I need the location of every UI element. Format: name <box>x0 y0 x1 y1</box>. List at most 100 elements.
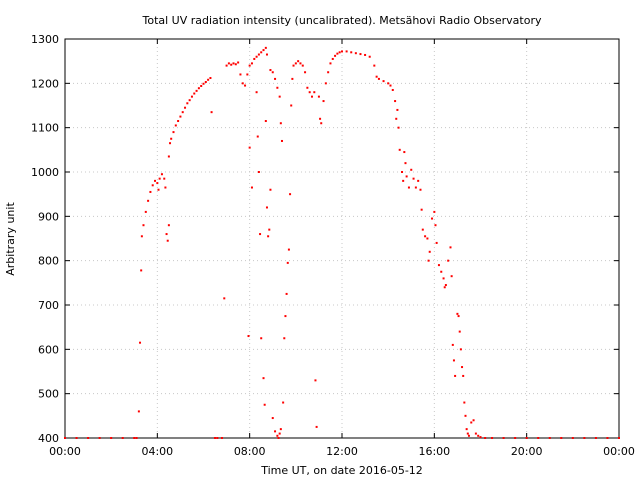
data-point <box>177 120 180 123</box>
data-point <box>442 277 445 280</box>
data-point <box>204 81 207 84</box>
data-point <box>250 62 253 65</box>
data-point <box>420 208 423 211</box>
data-point <box>139 341 142 344</box>
data-point <box>246 73 249 76</box>
data-point <box>397 126 400 129</box>
data-point <box>147 199 150 202</box>
data-point <box>285 292 288 295</box>
data-point <box>297 60 300 63</box>
data-point <box>431 217 434 220</box>
data-point <box>167 155 170 158</box>
data-point <box>452 359 455 362</box>
data-point <box>402 179 405 182</box>
data-point <box>170 137 173 140</box>
data-point <box>274 430 277 433</box>
data-point <box>276 434 279 437</box>
data-point <box>253 57 256 60</box>
data-point <box>319 117 322 120</box>
data-point <box>154 179 157 182</box>
data-point <box>166 239 169 242</box>
data-point <box>260 51 263 54</box>
data-point <box>395 117 398 120</box>
data-point <box>410 168 413 171</box>
data-point <box>359 53 362 56</box>
data-point <box>403 151 406 154</box>
data-point <box>188 99 191 102</box>
data-point <box>364 53 367 56</box>
data-point <box>291 77 294 80</box>
data-point <box>502 437 505 439</box>
y-tick-label: 600 <box>38 343 59 356</box>
data-point <box>443 286 446 289</box>
data-point <box>314 379 317 382</box>
data-point <box>255 91 258 94</box>
data-point <box>255 55 258 58</box>
data-point <box>338 51 341 54</box>
data-point <box>373 64 376 67</box>
data-point <box>398 148 401 151</box>
data-point <box>193 92 196 95</box>
data-point <box>210 111 213 114</box>
data-point <box>223 297 226 300</box>
data-point <box>267 235 270 238</box>
data-point <box>257 53 260 56</box>
chart-title: Total UV radiation intensity (uncalibrat… <box>142 14 542 27</box>
data-point <box>401 171 404 173</box>
data-point <box>144 210 147 213</box>
data-point <box>282 401 285 404</box>
y-tick-label: 700 <box>38 299 59 312</box>
x-tick-label: 00:00 <box>49 445 81 458</box>
x-tick-label: 00:00 <box>603 445 635 458</box>
data-point <box>464 414 467 417</box>
data-point <box>350 51 353 54</box>
data-point <box>465 428 468 431</box>
data-point <box>140 269 143 272</box>
data-point <box>317 95 320 98</box>
data-point <box>248 64 251 67</box>
data-point <box>197 87 200 90</box>
data-point <box>157 188 160 191</box>
data-point <box>560 437 563 439</box>
data-point <box>263 403 266 406</box>
data-point <box>368 55 371 58</box>
data-point <box>444 284 447 287</box>
data-point <box>286 261 289 264</box>
data-point <box>220 437 223 439</box>
y-tick-labels: 400 500 600 700 800 900 1000 1100 1200 1300 <box>31 33 59 445</box>
y-tick-label: 400 <box>38 432 59 445</box>
data-point <box>324 82 327 85</box>
data-point <box>327 71 330 74</box>
data-point <box>537 437 540 439</box>
data-point <box>427 259 430 262</box>
data-point <box>287 248 290 251</box>
data-point <box>87 437 90 439</box>
data-point <box>310 95 313 98</box>
data-point <box>289 193 292 196</box>
data-point <box>292 64 295 67</box>
y-tick-label: 500 <box>38 388 59 401</box>
data-point <box>417 179 420 182</box>
y-tick-label: 1300 <box>31 33 59 46</box>
data-point <box>606 437 609 439</box>
data-point <box>262 49 265 52</box>
data-point <box>315 425 318 428</box>
data-point <box>262 377 265 380</box>
data-point <box>484 437 487 439</box>
data-point <box>407 186 410 189</box>
data-point <box>428 250 431 253</box>
data-point <box>167 224 170 227</box>
data-point <box>472 419 475 422</box>
data-point <box>158 177 161 180</box>
data-point <box>278 95 281 98</box>
y-tick-label: 800 <box>38 255 59 268</box>
data-point <box>247 335 250 338</box>
data-point <box>186 102 189 105</box>
data-point <box>284 315 287 318</box>
data-point <box>377 77 380 80</box>
data-point <box>299 62 302 65</box>
data-point <box>137 410 140 413</box>
data-point <box>440 270 443 273</box>
data-point <box>248 146 251 149</box>
